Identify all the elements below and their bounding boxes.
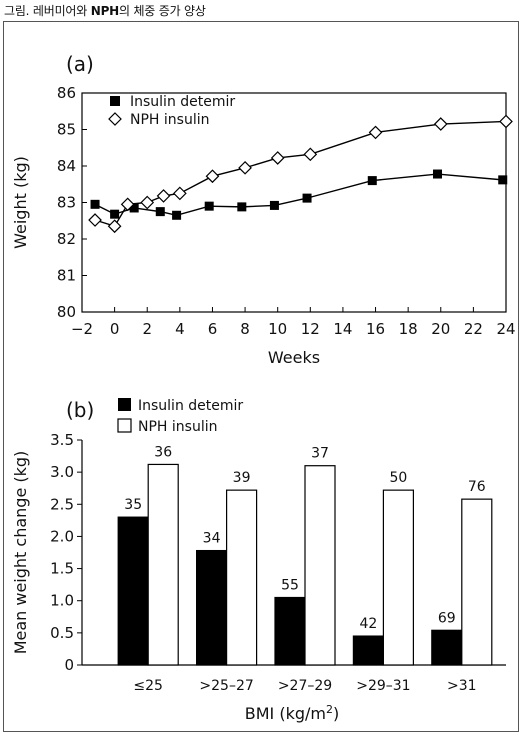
- bar-nph-label: 36: [154, 444, 172, 460]
- bar-detemir: [117, 516, 149, 666]
- plot-b-ytick-label: 0.5: [50, 624, 74, 642]
- plot-b-xlabel: BMI (kg/m2): [245, 703, 339, 723]
- bar-nph: [147, 463, 179, 666]
- legend-a-detemir-label: Insulin detemir: [130, 94, 235, 110]
- bar-nph-label: 50: [389, 470, 407, 486]
- plot-a-point-nph: [120, 197, 135, 212]
- bar-detemir: [431, 629, 463, 666]
- plot-a-xtick-label: 24: [496, 320, 515, 338]
- plot-b-category-label: ≤25: [133, 678, 163, 694]
- plot-a-ytick-label: 81: [57, 267, 76, 285]
- panel-b-label: (b): [66, 398, 94, 422]
- panel-a-label: (a): [66, 52, 94, 76]
- plot-a-xtick-label: 12: [301, 320, 320, 338]
- plot-a-point-detemir: [367, 176, 377, 186]
- plot-b-category-label: >31: [447, 678, 477, 694]
- plot-b-ylabel: Mean weight change (kg): [11, 451, 30, 655]
- plot-a-point-detemir: [433, 169, 443, 179]
- legend-b-nph-label: NPH insulin: [138, 419, 217, 435]
- plot-a-point-detemir: [237, 202, 247, 212]
- plot-b-category-label: >29–31: [356, 678, 410, 694]
- legend-b-detemir-label: Insulin detemir: [138, 398, 243, 414]
- plot-a-point-detemir: [302, 193, 312, 203]
- caption-suffix: 의 체중 증가 양상: [119, 4, 206, 18]
- plot-a-point-nph: [205, 169, 220, 184]
- plot-a-ytick-label: 86: [57, 84, 76, 102]
- caption-prefix: 그림. 레버미어와: [4, 4, 91, 18]
- plot-a-xtick-label: 0: [110, 320, 120, 338]
- bar-detemir-label: 42: [359, 616, 377, 632]
- plot-a-ytick-label: 83: [57, 194, 76, 212]
- plot-a-xtick-label: 2: [142, 320, 152, 338]
- plot-b-category-label: >27–29: [278, 678, 332, 694]
- legend-a-nph-marker: [108, 112, 122, 126]
- plot-a-xtick-label: 10: [268, 320, 287, 338]
- plot-b-ytick-label: 2.0: [50, 527, 74, 545]
- plot-b-ytick-label: 3.5: [50, 431, 74, 449]
- plot-b-ytick-label: 0: [64, 656, 74, 674]
- plot-a-xtick-label: 16: [366, 320, 385, 338]
- bar-detemir: [196, 549, 228, 666]
- bar-nph-label: 37: [311, 446, 329, 462]
- plot-a-ytick-label: 84: [57, 157, 76, 175]
- plot-a-ytick-label: 82: [57, 230, 76, 248]
- plot-a-point-detemir: [155, 207, 165, 217]
- bar-detemir-label: 55: [281, 578, 299, 594]
- plot-a-point-nph: [88, 213, 102, 227]
- plot-a-point-nph: [156, 189, 171, 203]
- bar-nph: [226, 489, 258, 666]
- bar-nph-label: 76: [468, 479, 486, 495]
- plot-a-point-detemir: [204, 201, 214, 211]
- plot-b-ytick-label: 3.0: [50, 463, 74, 481]
- plot-a-xtick-label: 18: [399, 320, 418, 338]
- plot-a-point-nph: [107, 219, 122, 234]
- bar-nph-label: 39: [233, 470, 251, 486]
- bar-nph: [461, 498, 493, 666]
- bar-detemir: [352, 635, 384, 666]
- plot-a-point-nph: [433, 117, 448, 131]
- plot-a-point-detemir: [498, 175, 508, 185]
- plot-a-xtick-label: 14: [333, 320, 352, 338]
- plot-a-point-detemir: [269, 200, 279, 210]
- plot-a-point-nph: [499, 114, 513, 129]
- plot-a-xtick-label: 22: [464, 320, 483, 338]
- plot-b-ytick-label: 1.0: [50, 592, 74, 610]
- plot-a-point-nph: [172, 186, 187, 201]
- plot-a-xtick-label: −2: [71, 320, 93, 338]
- plot-a-point-nph: [140, 195, 155, 210]
- plot-a-point-nph: [368, 125, 383, 140]
- plot-a-point-nph: [303, 147, 318, 162]
- plot-a-xtick-label: 4: [175, 320, 185, 338]
- bar-detemir-label: 69: [438, 610, 456, 626]
- bar-detemir-label: 34: [203, 531, 221, 547]
- plot-a-point-detemir: [129, 203, 139, 213]
- caption-bold: NPH: [90, 4, 120, 18]
- plot-a-xtick-label: 6: [208, 320, 218, 338]
- plot-a-xlabel: Weeks: [268, 348, 320, 367]
- bar-nph: [304, 465, 336, 666]
- legend-a-nph-label: NPH insulin: [130, 112, 209, 128]
- plot-b-ytick-label: 2.5: [50, 495, 74, 513]
- plot-a-point-nph: [270, 151, 285, 165]
- plot-a-xtick-label: 20: [431, 320, 450, 338]
- plot-a-ytick-label: 80: [57, 303, 76, 321]
- plot-a-point-detemir: [110, 209, 120, 219]
- plot-a-point-nph: [238, 160, 252, 175]
- legend-b-detemir-swatch: [118, 398, 131, 411]
- plot-a-point-detemir: [172, 210, 182, 220]
- bar-nph: [382, 489, 414, 666]
- plot-a-ytick-label: 85: [57, 121, 76, 139]
- legend-b-nph-swatch: [117, 418, 132, 433]
- plot-a-ylabel: Weight (kg): [11, 156, 30, 249]
- bar-detemir: [274, 596, 306, 666]
- plot-b-ytick-label: 1.5: [50, 560, 74, 578]
- plot-b-category-label: >25–27: [199, 678, 253, 694]
- legend-a-detemir-marker: [110, 96, 120, 106]
- figure-frame: [3, 21, 519, 732]
- plot-a-point-detemir: [90, 199, 100, 209]
- figure-caption: 그림. 레버미어와 NPH의 체중 증가 양상: [4, 2, 206, 19]
- plot-a-xtick-label: 8: [240, 320, 250, 338]
- bar-detemir-label: 35: [124, 497, 142, 513]
